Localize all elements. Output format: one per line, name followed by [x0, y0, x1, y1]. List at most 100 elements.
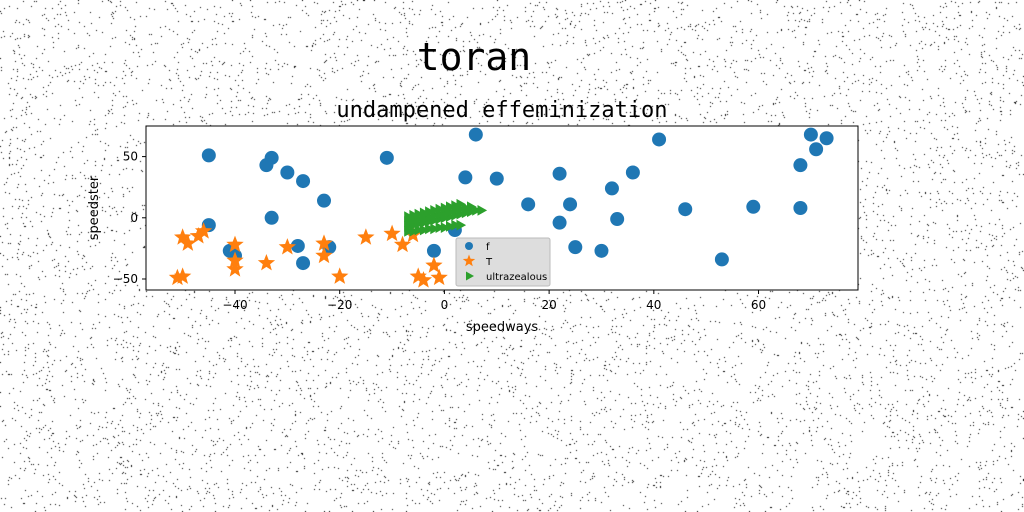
point-ultrazealous-10	[456, 219, 467, 231]
figure-suptitle: toran	[417, 35, 531, 79]
point-ultrazealous-45	[435, 203, 446, 215]
axes-title: undampened effeminization	[336, 98, 667, 123]
point-f-33	[793, 201, 808, 215]
point-f-25	[604, 181, 619, 196]
point-T-0	[168, 268, 187, 286]
point-ultrazealous-6	[435, 222, 446, 233]
legend-label-f: f	[486, 242, 490, 253]
point-f-16	[458, 170, 473, 185]
point-ultrazealous-7	[440, 222, 451, 233]
y-axis-label: speedster	[87, 175, 102, 240]
point-ultrazealous-38	[467, 201, 477, 213]
x-tick-label-2: 0	[441, 298, 449, 312]
point-f-30	[714, 252, 729, 267]
point-f-23	[568, 240, 583, 255]
point-f-0	[201, 148, 216, 163]
point-T-4	[189, 227, 207, 244]
point-f-5	[317, 193, 331, 208]
point-T-13	[331, 267, 349, 284]
point-f-2	[259, 158, 274, 173]
point-ultrazealous-9	[451, 219, 461, 231]
point-f-4	[296, 174, 311, 189]
point-f-27	[625, 165, 640, 180]
point-T-2	[174, 228, 192, 245]
point-T-10	[278, 238, 296, 255]
legend-marker-f	[465, 242, 473, 250]
point-f-12	[296, 256, 311, 271]
point-f-36	[819, 131, 834, 146]
point-ultrazealous-49	[456, 198, 467, 210]
y-tick-label-2: 50	[123, 150, 138, 164]
point-f-21	[552, 215, 567, 230]
point-f-31	[746, 199, 761, 214]
point-f-6	[379, 150, 394, 165]
point-ultrazealous-5	[430, 223, 440, 235]
point-T-5	[194, 222, 213, 239]
point-f-14	[426, 243, 441, 258]
point-f-18	[489, 171, 504, 186]
point-f-22	[563, 197, 578, 212]
point-ultrazealous-25	[477, 205, 488, 216]
point-ultrazealous-39	[404, 211, 414, 222]
series-f	[201, 127, 834, 271]
point-f-3	[280, 165, 295, 180]
point-ultrazealous-40	[409, 209, 419, 221]
point-T-15	[383, 224, 401, 242]
point-ultrazealous-46	[440, 202, 451, 214]
point-f-20	[552, 166, 567, 181]
legend-label-ultrazealous: ultrazealous	[486, 272, 547, 283]
point-T-14	[357, 228, 375, 245]
point-T-21	[430, 268, 448, 286]
point-T-7	[226, 251, 244, 268]
point-ultrazealous-3	[419, 224, 430, 236]
legend-box	[455, 237, 551, 287]
point-ultrazealous-41	[414, 208, 425, 220]
point-T-11	[315, 234, 333, 251]
y-tick-label-1: 0	[130, 211, 138, 225]
x-tick-label-1: −20	[327, 298, 352, 312]
point-T-19	[414, 271, 433, 288]
point-ultrazealous-48	[451, 200, 461, 211]
point-f-35	[809, 142, 824, 157]
series-ultrazealous	[404, 198, 488, 237]
x-axis-label: speedways	[466, 320, 539, 335]
point-f-7	[264, 210, 279, 225]
point-T-6	[226, 235, 244, 253]
x-tick-label-5: 60	[751, 298, 766, 312]
x-tick-label-3: 20	[541, 298, 556, 312]
point-ultrazealous-43	[425, 206, 435, 218]
marks-group	[168, 127, 834, 288]
tick-group: −40 −20 0 20 40 60 −50 0 50	[113, 150, 766, 312]
plot-frame	[145, 125, 859, 291]
legend-marker-ultrazealous	[466, 271, 474, 281]
point-T-8	[226, 260, 244, 277]
point-T-9	[257, 254, 276, 271]
point-T-16	[393, 235, 412, 253]
point-ultrazealous-4	[425, 223, 435, 235]
point-ultrazealous-47	[446, 201, 456, 213]
point-ultrazealous-8	[446, 221, 456, 232]
point-T-3	[179, 234, 197, 251]
y-tick-label-0: −50	[113, 272, 138, 286]
point-f-17	[468, 127, 483, 142]
point-ultrazealous-44	[430, 205, 440, 216]
point-f-26	[610, 212, 625, 227]
point-T-12	[315, 246, 333, 264]
point-f-32	[793, 158, 808, 173]
legend-label-T: T	[485, 257, 493, 268]
point-f-28	[652, 132, 667, 147]
point-f-29	[678, 202, 693, 217]
point-f-19	[521, 197, 536, 212]
x-tick-label-0: −40	[222, 298, 247, 312]
point-T-20	[425, 256, 443, 273]
point-ultrazealous-42	[419, 207, 430, 219]
point-T-18	[409, 267, 427, 284]
legend-marker-T	[462, 254, 476, 267]
point-T-1	[174, 267, 192, 284]
point-f-11	[290, 238, 305, 253]
point-f-24	[594, 243, 609, 258]
x-tick-label-4: 40	[646, 298, 661, 312]
